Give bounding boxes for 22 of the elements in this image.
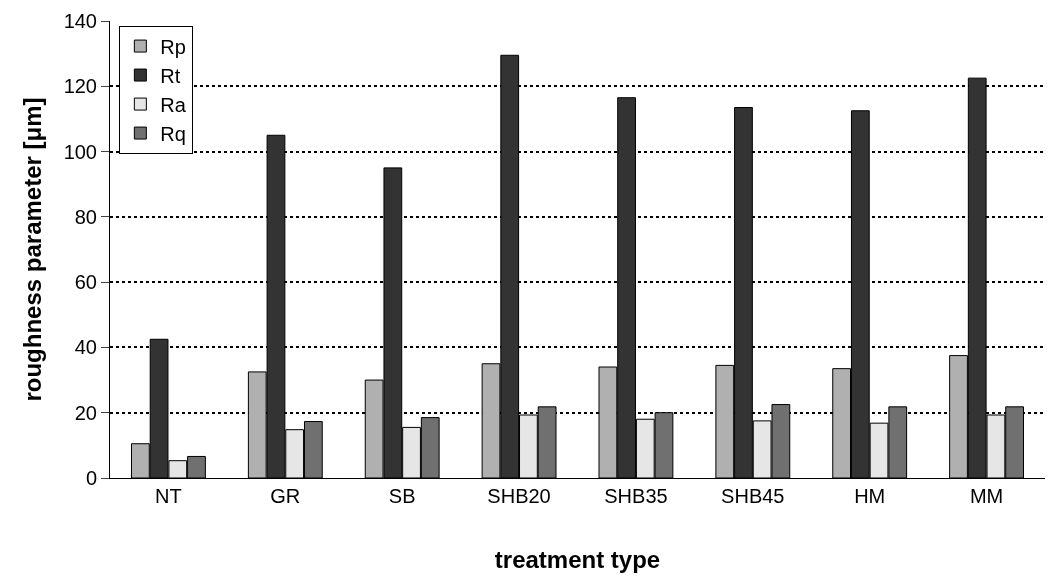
y-tick-label: 20 <box>74 401 97 424</box>
x-axis-title: treatment type <box>494 546 661 574</box>
legend-label: Rp <box>160 35 186 58</box>
y-tick-label: 140 <box>63 10 97 32</box>
x-tick-label: SB <box>388 485 416 507</box>
x-tick-label: SHB20 <box>487 485 551 507</box>
y-tick-label: 40 <box>74 336 97 359</box>
x-tick-label: HM <box>854 485 886 507</box>
y-tick-label: 60 <box>74 271 97 294</box>
x-tick-label: SHB45 <box>721 485 785 507</box>
legend-label: Ra <box>160 93 187 116</box>
x-tick-label: NT <box>155 485 182 507</box>
legend-label: Rq <box>160 122 186 145</box>
y-axis-title: roughness parameter [μm] <box>18 97 46 402</box>
y-tick-label: 100 <box>63 140 97 163</box>
y-tick-label: 120 <box>63 75 97 98</box>
y-tick-label: 0 <box>85 467 97 489</box>
x-tick-label: SHB35 <box>604 485 668 507</box>
x-tick-label: GR <box>270 485 301 507</box>
legend-label: Rt <box>160 64 181 87</box>
x-tick-label: MM <box>969 485 1004 507</box>
y-tick-label: 80 <box>74 205 97 228</box>
